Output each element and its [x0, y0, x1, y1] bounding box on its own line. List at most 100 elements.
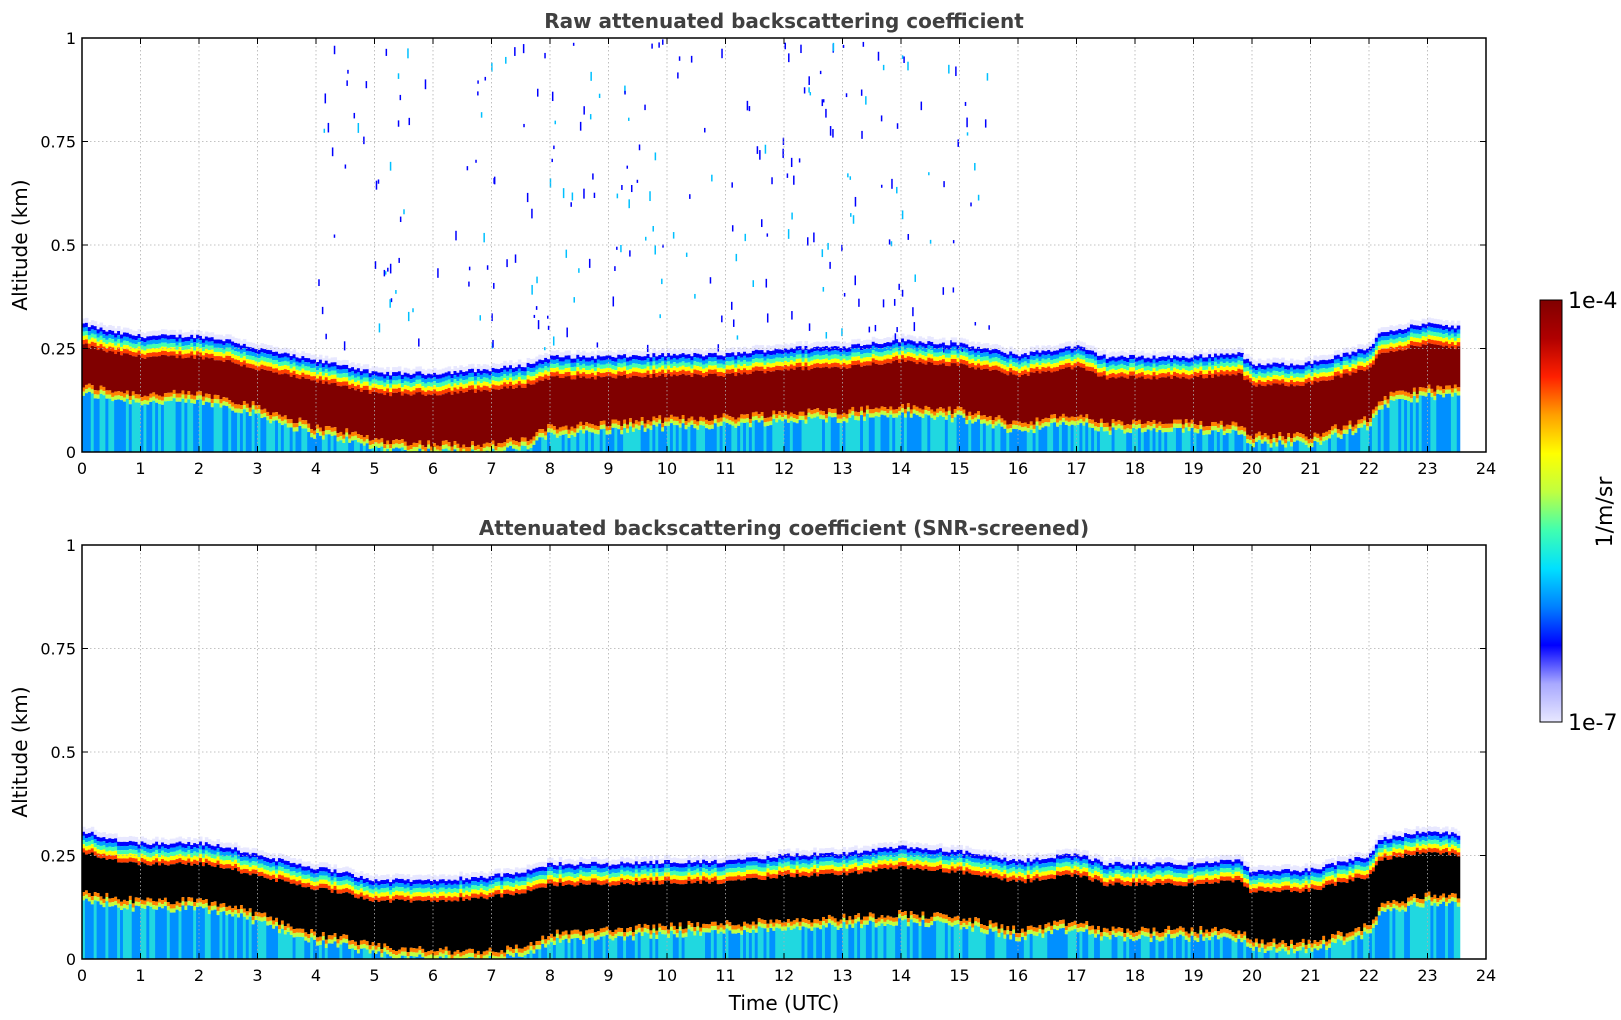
- heatmap-cell: [1436, 393, 1440, 452]
- heatmap-cell: [745, 414, 750, 419]
- noise-speckle: [596, 342, 599, 348]
- heatmap-cell: [1298, 385, 1303, 434]
- heatmap-cell: [1117, 369, 1121, 374]
- heatmap-cell: [745, 365, 750, 371]
- heatmap-cell: [99, 344, 104, 349]
- heatmap-cell: [1260, 381, 1265, 386]
- heatmap-cell: [181, 390, 185, 395]
- heatmap-cell: [99, 322, 104, 328]
- heatmap-cell: [883, 407, 887, 412]
- heatmap-cell: [272, 412, 276, 417]
- heatmap-cell: [769, 425, 773, 452]
- noise-speckle: [572, 42, 575, 46]
- heatmap-cell: [1041, 423, 1045, 428]
- heatmap-cell: [216, 347, 221, 352]
- heatmap-cell: [939, 364, 943, 408]
- heatmap-cell: [1351, 426, 1355, 432]
- heatmap-cell: [1354, 364, 1358, 369]
- heatmap-cell: [775, 349, 779, 354]
- heatmap-cell: [1257, 363, 1262, 368]
- heatmap-cell: [1228, 375, 1233, 425]
- heatmap-cell: [1257, 440, 1262, 452]
- noise-speckle: [896, 327, 898, 333]
- heatmap-cell: [912, 409, 917, 414]
- heatmap-cell: [163, 342, 168, 347]
- heatmap-cell: [277, 366, 282, 371]
- heatmap-cell: [1091, 363, 1095, 368]
- heatmap-cell: [485, 386, 490, 391]
- heatmap-cell: [237, 355, 241, 361]
- heatmap-cell: [482, 385, 487, 390]
- heatmap-cell: [175, 337, 180, 342]
- heatmap-cell: [503, 360, 507, 366]
- heatmap-cell: [1064, 420, 1069, 425]
- heatmap-cell: [1190, 369, 1195, 375]
- heatmap-cell: [1313, 364, 1317, 369]
- heatmap-cell: [1456, 329, 1461, 334]
- heatmap-cell: [573, 379, 577, 429]
- heatmap-cell: [1096, 368, 1101, 373]
- heatmap-cell: [719, 425, 724, 452]
- heatmap-cell: [1058, 420, 1063, 425]
- heatmap-cell: [444, 367, 449, 373]
- heatmap-cell: [737, 352, 741, 357]
- heatmap-cell: [216, 399, 221, 404]
- heatmap-cell: [380, 384, 384, 390]
- heatmap-cell: [1398, 345, 1402, 350]
- noise-speckle: [566, 327, 568, 338]
- heatmap-cell: [710, 369, 715, 374]
- heatmap-cell: [175, 341, 180, 346]
- heatmap-cell: [602, 360, 607, 365]
- heatmap-cell: [1243, 367, 1247, 372]
- heatmap-cell: [1398, 394, 1402, 400]
- heatmap-cell: [672, 370, 677, 375]
- heatmap-cell: [216, 360, 221, 396]
- heatmap-cell: [1003, 357, 1007, 362]
- heatmap-cell: [1392, 326, 1396, 332]
- heatmap-cell: [775, 353, 779, 358]
- heatmap-cell: [751, 420, 756, 452]
- heatmap-cell: [842, 367, 847, 413]
- heatmap-cell: [658, 363, 662, 368]
- heatmap-cell: [1348, 424, 1353, 429]
- heatmap-cell: [160, 334, 165, 339]
- heatmap-cell: [813, 367, 817, 410]
- heatmap-cell: [991, 424, 996, 429]
- heatmap-cell: [1269, 439, 1274, 444]
- heatmap-cell: [1006, 432, 1010, 452]
- heatmap-cell: [304, 366, 308, 371]
- heatmap-cell: [690, 364, 694, 369]
- heatmap-cell: [778, 344, 782, 350]
- heatmap-cell: [865, 413, 870, 452]
- heatmap-cell: [953, 409, 958, 414]
- heatmap-cell: [868, 339, 873, 345]
- heatmap-cell: [953, 337, 958, 343]
- heatmap-cell: [731, 421, 735, 426]
- heatmap-cell: [108, 338, 112, 343]
- heatmap-cell: [921, 342, 926, 347]
- heatmap-cell: [131, 339, 136, 344]
- heatmap-cell: [397, 448, 402, 452]
- heatmap-cell: [555, 375, 560, 430]
- heatmap-cell: [386, 388, 390, 393]
- heatmap-cell: [1275, 379, 1279, 384]
- heatmap-cell: [833, 341, 838, 347]
- heatmap-cell: [854, 420, 858, 452]
- heatmap-cell: [140, 401, 145, 406]
- heatmap-cell: [488, 447, 493, 452]
- heatmap-cell: [640, 369, 645, 374]
- heatmap-cell: [1287, 433, 1291, 438]
- heatmap-cell: [757, 362, 762, 367]
- heatmap-cell: [1433, 395, 1437, 401]
- heatmap-cell: [824, 341, 829, 347]
- heatmap-cell: [1231, 421, 1236, 426]
- heatmap-cell: [1129, 359, 1133, 364]
- heatmap-cell: [1290, 367, 1294, 372]
- heatmap-cell: [327, 358, 332, 364]
- heatmap-cell: [930, 341, 934, 347]
- x-tick-label: 3: [252, 459, 262, 478]
- heatmap-cell: [453, 441, 457, 446]
- heatmap-cell: [728, 353, 732, 358]
- heatmap-cell: [1249, 356, 1253, 362]
- heatmap-cell: [819, 351, 823, 356]
